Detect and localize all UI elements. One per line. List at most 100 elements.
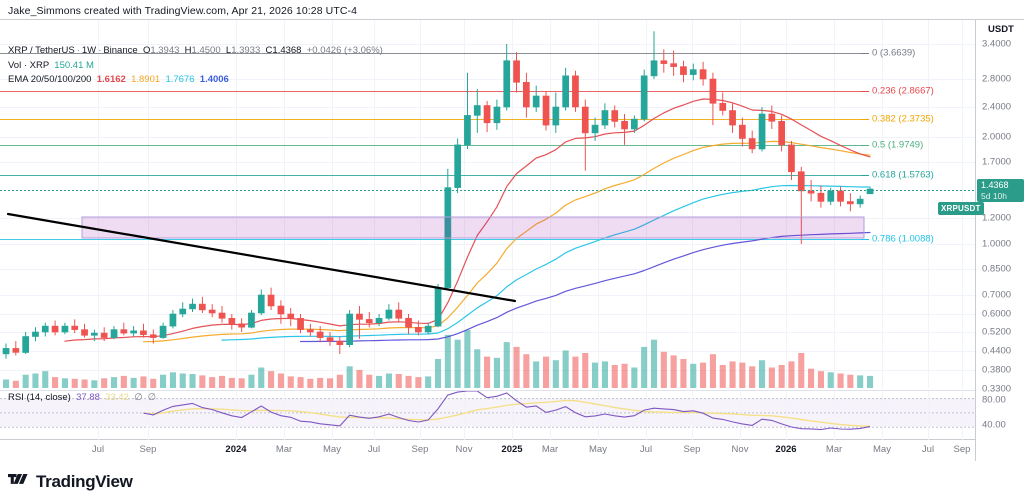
candle-body[interactable]: [581, 106, 589, 134]
candle-body[interactable]: [621, 121, 628, 130]
legend-volume[interactable]: Vol · XRP 150.41 M: [8, 60, 94, 71]
candle-body[interactable]: [159, 325, 167, 338]
candle-body[interactable]: [287, 313, 295, 319]
candle-body[interactable]: [316, 331, 324, 338]
candle-body[interactable]: [414, 326, 422, 333]
candle-body[interactable]: [552, 106, 560, 126]
candle-body[interactable]: [729, 110, 736, 126]
candle-body[interactable]: [680, 66, 687, 75]
candle-body[interactable]: [267, 294, 275, 307]
candle-body[interactable]: [395, 309, 403, 319]
candle-body[interactable]: [120, 329, 128, 334]
candle-body[interactable]: [748, 138, 756, 150]
candle-body[interactable]: [61, 325, 69, 333]
candle-body[interactable]: [110, 329, 118, 338]
candle-body[interactable]: [228, 317, 236, 325]
candle-body[interactable]: [611, 110, 619, 122]
candle-body[interactable]: [277, 305, 285, 315]
price-pane[interactable]: [0, 20, 975, 388]
circle-slash-icon-2[interactable]: ∅: [147, 392, 157, 403]
candle-body[interactable]: [660, 60, 668, 64]
candle-body[interactable]: [356, 313, 363, 320]
candle-body[interactable]: [650, 60, 658, 77]
candle-body[interactable]: [542, 95, 550, 126]
candle-body[interactable]: [365, 319, 373, 323]
candle-body[interactable]: [827, 190, 835, 202]
rsi-pane[interactable]: [0, 390, 975, 440]
candlestick-series[interactable]: [2, 31, 874, 359]
candle-body[interactable]: [336, 340, 344, 346]
candle-body[interactable]: [719, 103, 727, 111]
candle-body[interactable]: [2, 348, 10, 355]
candle-body[interactable]: [807, 190, 815, 194]
legend-rsi[interactable]: RSI (14, close) 37.88 33.42 ∅ ∅: [8, 392, 156, 403]
candle-body[interactable]: [81, 329, 88, 336]
legend-ohlc[interactable]: XRP / TetherUS · 1W · Binance O1.3943 H1.450…: [8, 45, 383, 56]
candle-body[interactable]: [856, 198, 864, 205]
candle-body[interactable]: [846, 201, 854, 205]
candle-body[interactable]: [91, 332, 98, 336]
candle-body[interactable]: [837, 190, 844, 202]
legend-interval[interactable]: 1W: [81, 45, 97, 56]
candle-body[interactable]: [768, 113, 776, 122]
ticker-badge[interactable]: XRPUSDT: [938, 202, 984, 215]
candle-body[interactable]: [473, 105, 481, 116]
candle-body[interactable]: [601, 110, 609, 126]
candle-body[interactable]: [385, 309, 393, 319]
candle-body[interactable]: [866, 188, 874, 195]
candle-body[interactable]: [22, 336, 30, 353]
candle-body[interactable]: [41, 325, 49, 333]
candle-body[interactable]: [709, 78, 717, 104]
price-chart-svg[interactable]: [0, 20, 975, 388]
candle-body[interactable]: [454, 144, 462, 188]
current-price-badge[interactable]: 1.4368 5d 10h: [977, 179, 1024, 202]
candle-body[interactable]: [100, 332, 108, 338]
candle-body[interactable]: [699, 69, 707, 80]
candle-body[interactable]: [71, 325, 79, 330]
legend-exchange[interactable]: Binance: [103, 45, 138, 56]
candle-body[interactable]: [405, 317, 412, 328]
candle-body[interactable]: [257, 294, 265, 314]
candle-body[interactable]: [140, 330, 147, 335]
candle-body[interactable]: [346, 313, 354, 346]
candle-body[interactable]: [503, 60, 511, 108]
time-axis[interactable]: Jul Sep 2024 Mar May Jul Sep Nov 2025 Mar May Jul Se…: [0, 441, 1024, 463]
candle-body[interactable]: [670, 63, 677, 67]
descending-trendline[interactable]: [6, 212, 517, 303]
candle-body[interactable]: [189, 303, 196, 310]
circle-slash-icon[interactable]: ∅: [134, 392, 143, 403]
candle-body[interactable]: [32, 331, 39, 337]
fibonacci-retracement[interactable]: [0, 53, 866, 240]
candle-body[interactable]: [130, 330, 138, 334]
candle-body[interactable]: [375, 317, 383, 323]
candle-body[interactable]: [238, 323, 246, 328]
candle-body[interactable]: [12, 348, 20, 353]
candle-body[interactable]: [434, 287, 442, 327]
candle-body[interactable]: [630, 118, 638, 130]
candle-body[interactable]: [522, 81, 530, 108]
candle-body[interactable]: [562, 75, 569, 108]
candle-body[interactable]: [306, 329, 314, 333]
candle-body[interactable]: [169, 313, 177, 327]
candle-body[interactable]: [493, 106, 501, 124]
candle-body[interactable]: [797, 171, 805, 192]
candle-body[interactable]: [149, 334, 157, 338]
candle-body[interactable]: [513, 60, 520, 83]
candle-body[interactable]: [738, 124, 746, 139]
candle-body[interactable]: [817, 192, 825, 202]
candle-body[interactable]: [326, 337, 334, 342]
candle-body[interactable]: [689, 69, 697, 75]
candle-body[interactable]: [778, 121, 785, 146]
candle-body[interactable]: [572, 75, 579, 108]
price-axis[interactable]: USDT 3.4000 2.8000 2.4000 2.0000 1.7000 1.200…: [975, 20, 1024, 441]
candle-body[interactable]: [591, 124, 599, 134]
legend-ema[interactable]: EMA 20/50/100/200 1.6162 1.8901 1.7676 1…: [8, 74, 229, 85]
candle-body[interactable]: [640, 75, 648, 120]
candle-body[interactable]: [297, 317, 304, 330]
candle-body[interactable]: [532, 95, 540, 108]
candle-body[interactable]: [788, 144, 795, 173]
candle-body[interactable]: [179, 308, 187, 315]
resistance-zone[interactable]: [81, 216, 865, 239]
candle-body[interactable]: [483, 105, 491, 124]
candle-body[interactable]: [424, 325, 432, 333]
